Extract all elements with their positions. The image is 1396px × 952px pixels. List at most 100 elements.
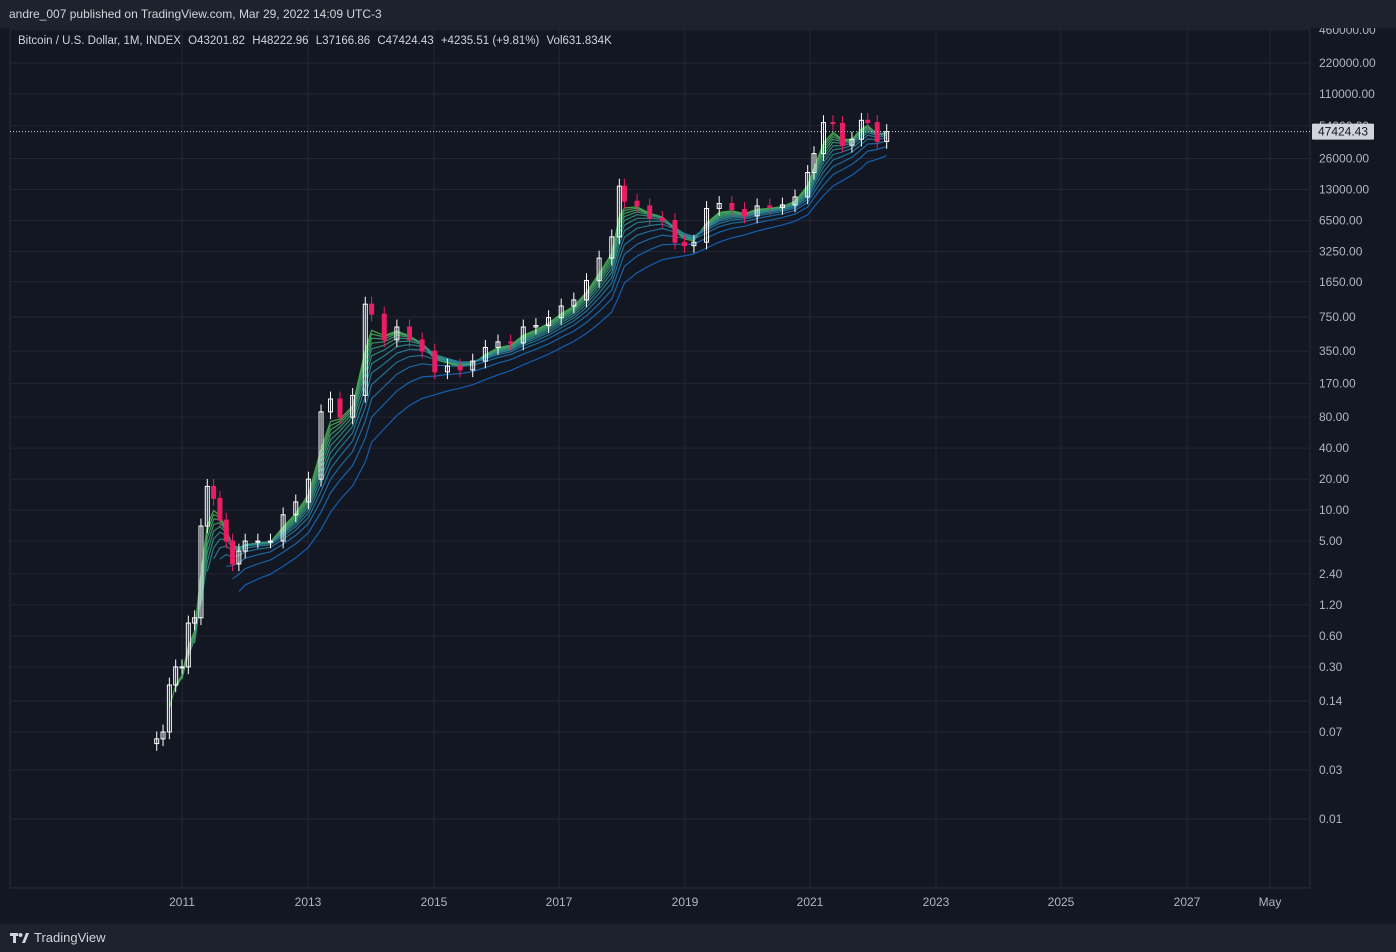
y-tick-label: 0.03 <box>1319 763 1343 777</box>
bottom-bar: TradingView <box>0 924 1396 952</box>
ribbon-line <box>200 129 887 604</box>
legend-close: C47424.43 <box>377 35 434 47</box>
ribbon-line <box>219 137 887 560</box>
candle-body <box>767 205 773 208</box>
candle-body <box>204 485 210 527</box>
candle-body <box>166 684 172 733</box>
candle-body <box>621 185 627 202</box>
candle-body <box>185 622 191 668</box>
candle-body <box>729 203 735 211</box>
candle-body <box>230 540 236 565</box>
symbol-legend: Bitcoin / U.S. Dollar, 1M, INDEX O43201.… <box>18 35 616 47</box>
y-tick-label: 170.00 <box>1319 376 1356 390</box>
candle-body <box>198 525 204 619</box>
ribbon-line <box>232 145 887 580</box>
x-tick-label: 2025 <box>1048 895 1075 909</box>
candle-body <box>647 205 653 219</box>
publisher-line: andre_007 published on TradingView.com, … <box>9 7 382 21</box>
candle-body <box>255 540 261 543</box>
candle-body <box>318 411 324 480</box>
candle-body <box>217 497 223 521</box>
candle-body <box>394 326 400 341</box>
y-tick-label: 0.30 <box>1319 660 1343 674</box>
legend-volume: Vol631.834K <box>546 35 612 47</box>
candle-body <box>820 122 826 155</box>
candle-body <box>865 119 871 124</box>
candle-body <box>858 119 864 140</box>
candle-body <box>381 313 387 341</box>
candle-body <box>432 350 438 373</box>
y-tick-label: 0.07 <box>1319 725 1343 739</box>
candle-body <box>179 666 185 669</box>
brand-name: TradingView <box>34 930 106 945</box>
y-tick-label: 3250.00 <box>1319 244 1363 258</box>
candle-body <box>350 394 356 418</box>
y-tick-label: 40.00 <box>1319 441 1349 455</box>
candle-body <box>482 346 488 362</box>
candle-body <box>280 514 286 542</box>
ribbon-line <box>238 155 887 592</box>
y-tick-label: 5.00 <box>1319 534 1343 548</box>
plot-frame <box>9 28 1311 889</box>
legend-change: +4235.51 (+9.81%) <box>440 35 540 47</box>
y-tick-label: 20.00 <box>1319 472 1349 486</box>
candle-body <box>407 326 413 341</box>
candle-body <box>457 365 463 371</box>
candle-body <box>508 341 514 344</box>
candle-body <box>328 398 334 413</box>
candle-body <box>337 398 343 418</box>
x-tick-label: 2019 <box>672 895 699 909</box>
candle-body <box>659 217 665 221</box>
legend-low: L37166.86 <box>315 35 371 47</box>
candle-body <box>691 241 697 247</box>
candle-body <box>236 550 242 565</box>
y-tick-label: 0.14 <box>1319 694 1343 708</box>
candle-body <box>811 153 817 174</box>
y-tick-label: 0.60 <box>1319 629 1343 643</box>
candle-body <box>571 299 577 307</box>
x-tick-label: 2011 <box>169 895 195 909</box>
y-tick-label: 2.40 <box>1319 567 1343 581</box>
candle-body <box>704 207 710 243</box>
legend-symbol: Bitcoin / U.S. Dollar, 1M, INDEX <box>18 35 181 47</box>
y-tick-label: 1650.00 <box>1319 275 1363 289</box>
candle-body <box>173 666 179 686</box>
candle-body <box>223 519 229 542</box>
candle-body <box>242 540 248 552</box>
top-bar: andre_007 published on TradingView.com, … <box>0 0 1396 28</box>
candle-body <box>839 122 845 146</box>
x-tick-label: 2017 <box>546 895 573 909</box>
candle-body <box>672 219 678 243</box>
candle-body <box>192 617 198 624</box>
y-tick-label: 110000.00 <box>1319 87 1375 101</box>
candle-body <box>362 303 368 396</box>
candle-body <box>779 204 785 208</box>
ribbon-line <box>213 134 887 560</box>
chart-area[interactable]: 460000.00220000.00110000.0054000.0026000… <box>0 28 1396 924</box>
candle-body <box>754 205 760 217</box>
y-tick-label: 0.01 <box>1319 812 1343 826</box>
price-chart[interactable]: 460000.00220000.00110000.0054000.0026000… <box>0 28 1396 924</box>
candle-body <box>558 305 564 319</box>
x-tick-label: May <box>1259 895 1282 909</box>
candle-body <box>305 478 311 503</box>
x-tick-label: 2015 <box>421 895 448 909</box>
candle-body <box>293 501 299 516</box>
brand[interactable]: TradingView <box>10 930 106 945</box>
candle-body <box>741 209 747 217</box>
y-tick-label: 26000.00 <box>1319 151 1369 165</box>
tradingview-logo-icon <box>10 932 29 943</box>
candle-body <box>419 339 425 352</box>
y-tick-label: 80.00 <box>1319 410 1349 424</box>
last-price-label: 47424.43 <box>1318 125 1368 139</box>
x-tick-label: 2023 <box>923 895 950 909</box>
candle-body <box>609 236 615 259</box>
y-tick-label: 220000.00 <box>1319 56 1376 70</box>
x-tick-label: 2027 <box>1174 895 1201 909</box>
candle-body <box>444 365 450 373</box>
candle-body <box>369 303 375 315</box>
candle-body <box>470 360 476 371</box>
candle-body <box>596 257 602 281</box>
candle-body <box>849 138 855 146</box>
candle-body <box>616 185 622 238</box>
